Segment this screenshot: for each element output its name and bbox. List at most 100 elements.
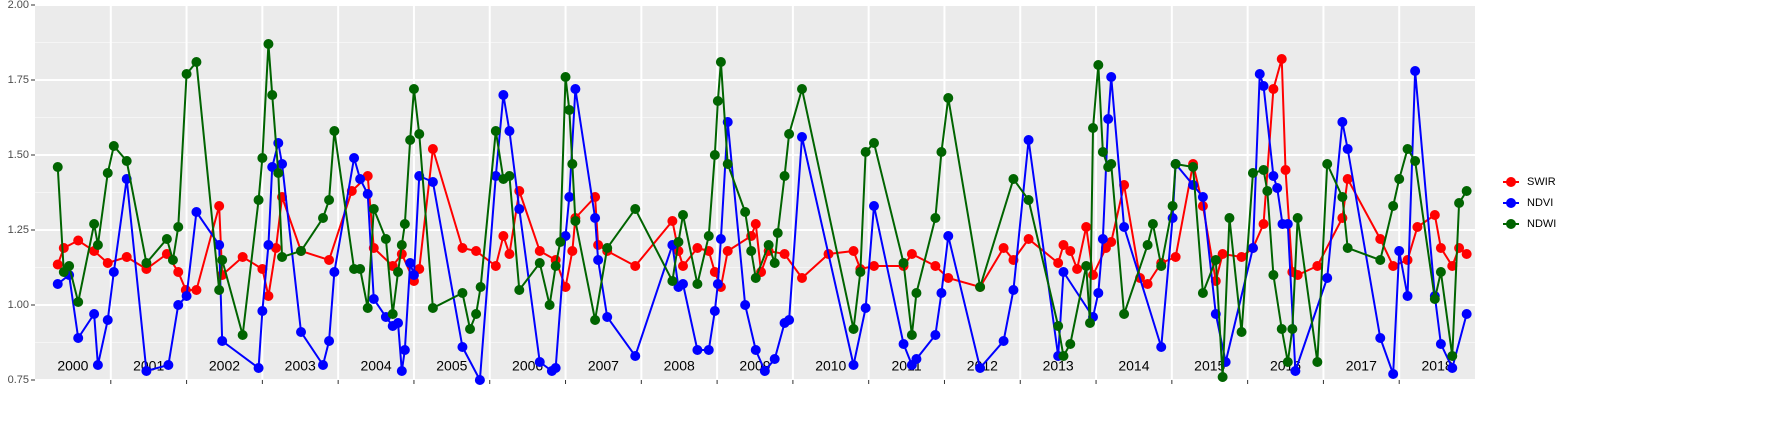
point — [181, 69, 192, 79]
point — [1217, 249, 1228, 259]
point — [399, 219, 410, 229]
point — [1023, 234, 1034, 244]
point — [1254, 69, 1265, 79]
point — [1088, 270, 1099, 280]
point — [550, 261, 561, 271]
point — [92, 240, 103, 250]
point — [534, 357, 545, 367]
point — [1268, 171, 1279, 181]
point — [1435, 243, 1446, 253]
point — [1008, 174, 1019, 184]
point — [750, 219, 761, 229]
point — [1337, 192, 1348, 202]
point — [237, 330, 248, 340]
point — [898, 258, 909, 268]
point — [108, 141, 119, 151]
point — [1103, 114, 1114, 124]
point — [408, 84, 419, 94]
point — [427, 303, 438, 313]
point — [1084, 318, 1095, 328]
point — [324, 336, 335, 346]
point — [943, 93, 954, 103]
point — [1247, 243, 1258, 253]
point — [560, 282, 571, 292]
point — [163, 360, 174, 370]
point — [715, 57, 726, 67]
point — [1093, 288, 1104, 298]
point — [769, 354, 780, 364]
point — [1224, 213, 1235, 223]
point — [593, 240, 604, 250]
point — [1008, 285, 1019, 295]
point — [257, 264, 268, 274]
point — [906, 249, 917, 259]
point — [368, 294, 379, 304]
point — [930, 330, 941, 340]
point — [414, 129, 425, 139]
y-tick-label: 1.25 — [8, 224, 29, 236]
point — [108, 267, 119, 277]
point — [678, 210, 688, 220]
point — [1268, 270, 1279, 280]
point — [490, 261, 501, 271]
point — [214, 240, 225, 250]
point — [1156, 342, 1167, 352]
point — [1258, 219, 1269, 229]
point — [1447, 363, 1458, 373]
point — [1058, 351, 1069, 361]
point — [936, 288, 947, 298]
point — [267, 90, 278, 100]
point — [1388, 261, 1399, 271]
point — [1236, 252, 1247, 262]
point — [102, 315, 113, 325]
year-annotation: 2013 — [1043, 358, 1074, 374]
point — [1258, 165, 1269, 175]
point — [457, 288, 468, 298]
year-annotation: 2001 — [133, 358, 164, 374]
point — [906, 330, 917, 340]
point — [214, 201, 225, 211]
point — [237, 252, 248, 262]
point — [89, 219, 100, 229]
point — [667, 276, 678, 286]
point — [692, 279, 703, 289]
legend-point — [1506, 198, 1516, 208]
year-annotation: 2010 — [815, 358, 846, 374]
point — [52, 279, 63, 289]
point — [1188, 162, 1199, 172]
point — [471, 309, 482, 319]
point — [273, 168, 284, 178]
point — [318, 213, 328, 223]
point — [1429, 210, 1440, 220]
legend-point — [1506, 219, 1516, 229]
point — [1023, 195, 1034, 205]
point — [1454, 198, 1465, 208]
point — [102, 168, 113, 178]
point — [769, 258, 780, 268]
legend-point — [1506, 177, 1516, 187]
point — [779, 249, 790, 259]
point — [368, 204, 379, 214]
year-annotation: 2015 — [1194, 358, 1225, 374]
point — [474, 375, 485, 385]
point — [943, 273, 954, 283]
point — [709, 150, 720, 160]
point — [796, 84, 807, 94]
year-annotation: 2018 — [1422, 358, 1453, 374]
point — [930, 261, 941, 271]
point — [1280, 165, 1291, 175]
point — [1197, 192, 1208, 202]
point — [1058, 267, 1069, 277]
point — [1097, 234, 1108, 244]
point — [763, 240, 774, 250]
point — [1435, 339, 1446, 349]
point — [848, 360, 859, 370]
point — [930, 213, 941, 223]
point — [1394, 174, 1405, 184]
point — [277, 252, 288, 262]
point — [898, 339, 909, 349]
point — [1247, 168, 1258, 178]
point — [1461, 309, 1472, 319]
point — [564, 192, 575, 202]
point — [564, 105, 575, 115]
